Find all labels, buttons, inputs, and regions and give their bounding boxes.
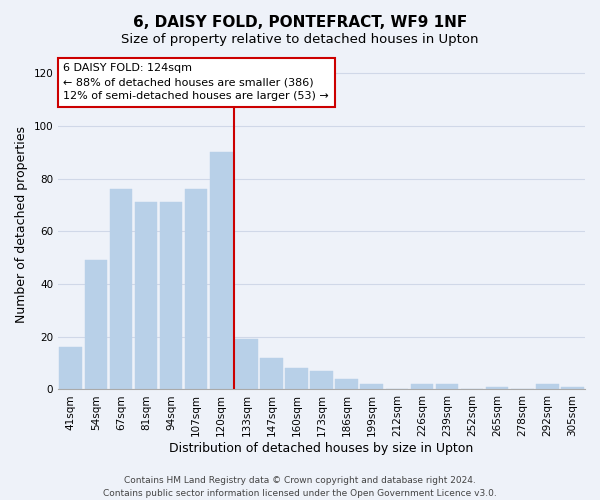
Bar xyxy=(436,384,458,390)
Bar xyxy=(361,384,383,390)
Text: Size of property relative to detached houses in Upton: Size of property relative to detached ho… xyxy=(121,32,479,46)
Bar xyxy=(85,260,107,390)
Y-axis label: Number of detached properties: Number of detached properties xyxy=(15,126,28,323)
Bar xyxy=(285,368,308,390)
X-axis label: Distribution of detached houses by size in Upton: Distribution of detached houses by size … xyxy=(169,442,474,455)
Bar xyxy=(410,384,433,390)
Bar xyxy=(235,340,257,390)
Bar xyxy=(486,387,508,390)
Bar xyxy=(260,358,283,390)
Bar xyxy=(536,384,559,390)
Bar xyxy=(160,202,182,390)
Text: Contains HM Land Registry data © Crown copyright and database right 2024.
Contai: Contains HM Land Registry data © Crown c… xyxy=(103,476,497,498)
Bar xyxy=(310,371,333,390)
Bar xyxy=(210,152,233,390)
Text: 6 DAISY FOLD: 124sqm
← 88% of detached houses are smaller (386)
12% of semi-deta: 6 DAISY FOLD: 124sqm ← 88% of detached h… xyxy=(64,64,329,102)
Text: 6, DAISY FOLD, PONTEFRACT, WF9 1NF: 6, DAISY FOLD, PONTEFRACT, WF9 1NF xyxy=(133,15,467,30)
Bar xyxy=(59,348,82,390)
Bar xyxy=(185,189,208,390)
Bar xyxy=(134,202,157,390)
Bar xyxy=(110,189,132,390)
Bar xyxy=(561,387,584,390)
Bar xyxy=(335,379,358,390)
